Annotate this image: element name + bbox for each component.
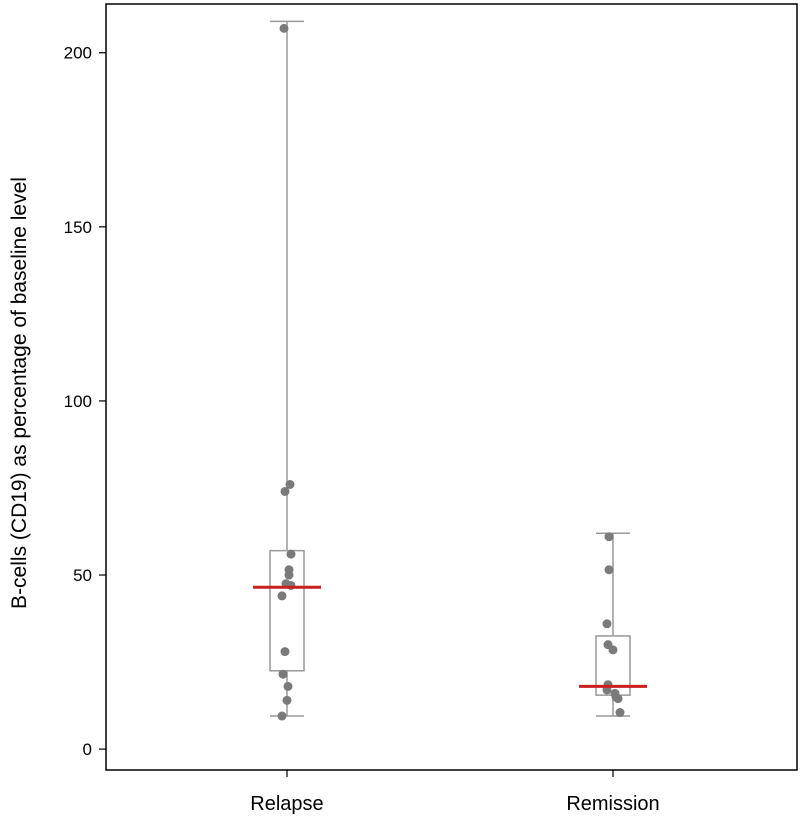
relapse-point-11: [283, 681, 293, 691]
plot-frame: [105, 3, 798, 771]
y-tick-label-200: 200: [64, 44, 92, 63]
y-tick-label-50: 50: [73, 566, 92, 585]
relapse-point-0: [279, 23, 289, 33]
remission-point-16: [602, 619, 612, 629]
remission-point-18: [608, 645, 618, 655]
x-tick-label-relapse: Relapse: [250, 793, 323, 815]
remission-point-24: [615, 708, 625, 718]
remission-point-15: [604, 565, 614, 575]
relapse-point-5: [284, 570, 294, 580]
y-tick-label-150: 150: [64, 218, 92, 237]
relapse-point-2: [280, 486, 290, 496]
relapse-point-3: [286, 549, 296, 559]
relapse-point-8: [277, 591, 287, 601]
relapse-point-1: [285, 479, 295, 489]
relapse-point-9: [280, 647, 290, 657]
y-tick-label-100: 100: [64, 392, 92, 411]
remission-point-14: [604, 532, 614, 542]
remission-point-23: [613, 694, 623, 704]
relapse-box: [269, 549, 305, 672]
y-tick-label-0: 0: [83, 740, 92, 759]
y-axis-label: B-cells (CD19) as percentage of baseline…: [8, 177, 31, 609]
relapse-point-10: [278, 669, 288, 679]
relapse-point-13: [277, 711, 287, 721]
x-tick-label-remission: Remission: [566, 793, 659, 815]
relapse-point-12: [282, 695, 292, 705]
